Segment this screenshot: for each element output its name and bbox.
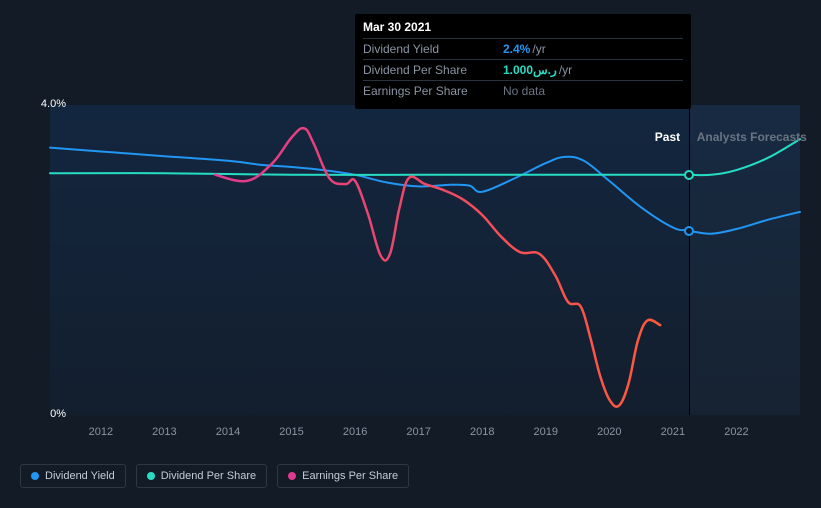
- legend-item-dividend-yield[interactable]: Dividend Yield: [20, 464, 126, 488]
- x-axis-tick-label: 2020: [597, 426, 621, 438]
- x-axis-tick-label: 2021: [661, 426, 685, 438]
- region-label-forecast: Analysts Forecasts: [697, 130, 807, 144]
- tooltip-row-label: Dividend Yield: [363, 42, 503, 56]
- tooltip-row: Dividend Per Share 1.000ر.س /yr: [363, 59, 683, 80]
- tooltip-row-value: 1.000ر.س: [503, 63, 557, 77]
- legend-item-label: Dividend Yield: [45, 470, 115, 482]
- legend-item-label: Earnings Per Share: [302, 470, 398, 482]
- tooltip-date: Mar 30 2021: [363, 20, 683, 38]
- x-axis-tick-label: 2017: [406, 426, 430, 438]
- hover-marker-dividend_yield: [684, 226, 694, 236]
- chart-tooltip: Mar 30 2021 Dividend Yield 2.4% /yr Divi…: [355, 14, 691, 109]
- chart-svg: [50, 105, 800, 415]
- y-axis-tick-label: 4.0%: [41, 98, 66, 110]
- legend-item-label: Dividend Per Share: [161, 470, 256, 482]
- x-axis-tick-label: 2013: [152, 426, 176, 438]
- series-line-dividend_yield: [50, 148, 800, 234]
- x-axis-tick-label: 2014: [216, 426, 240, 438]
- x-axis-tick-label: 2019: [534, 426, 558, 438]
- tooltip-row-label: Earnings Per Share: [363, 84, 503, 98]
- legend-item-dividend-per-share[interactable]: Dividend Per Share: [136, 464, 267, 488]
- tooltip-row-unit: /yr: [559, 63, 572, 77]
- tooltip-row-unit: /yr: [532, 42, 545, 56]
- x-axis-tick-label: 2012: [89, 426, 113, 438]
- region-label-past: Past: [655, 130, 680, 144]
- tooltip-row-value: No data: [503, 84, 545, 98]
- y-axis-tick-label: 0%: [50, 408, 66, 420]
- legend-dot-icon: [31, 472, 39, 480]
- x-axis-tick-label: 2018: [470, 426, 494, 438]
- tooltip-row-value: 2.4%: [503, 42, 530, 56]
- line-chart[interactable]: [50, 105, 800, 415]
- chart-legend: Dividend Yield Dividend Per Share Earnin…: [20, 464, 409, 488]
- x-axis-tick-label: 2016: [343, 426, 367, 438]
- tooltip-row: Earnings Per Share No data: [363, 80, 683, 101]
- tooltip-row-label: Dividend Per Share: [363, 63, 503, 77]
- hover-marker-dividend_per_share: [684, 170, 694, 180]
- legend-item-earnings-per-share[interactable]: Earnings Per Share: [277, 464, 409, 488]
- legend-dot-icon: [147, 472, 155, 480]
- tooltip-row: Dividend Yield 2.4% /yr: [363, 38, 683, 59]
- series-line-earnings_per_share: [215, 128, 660, 407]
- x-axis-tick-label: 2015: [279, 426, 303, 438]
- legend-dot-icon: [288, 472, 296, 480]
- x-axis-tick-label: 2022: [724, 426, 748, 438]
